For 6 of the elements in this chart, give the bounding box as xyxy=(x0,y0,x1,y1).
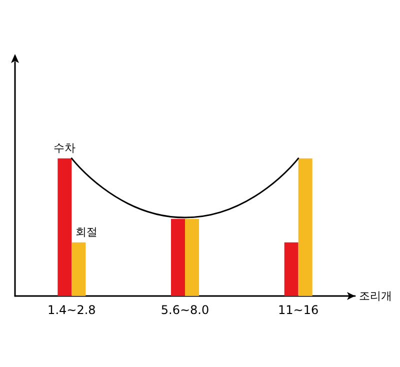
series-label: 회절 xyxy=(76,225,98,238)
x-axis-title: 조리개 xyxy=(359,290,392,302)
x-tick-label: 11~16 xyxy=(278,303,319,317)
x-tick-label: 1.4~2.8 xyxy=(48,303,96,317)
series-label: 수차 xyxy=(54,141,76,154)
x-tick-label: 5.6~8.0 xyxy=(160,303,210,317)
